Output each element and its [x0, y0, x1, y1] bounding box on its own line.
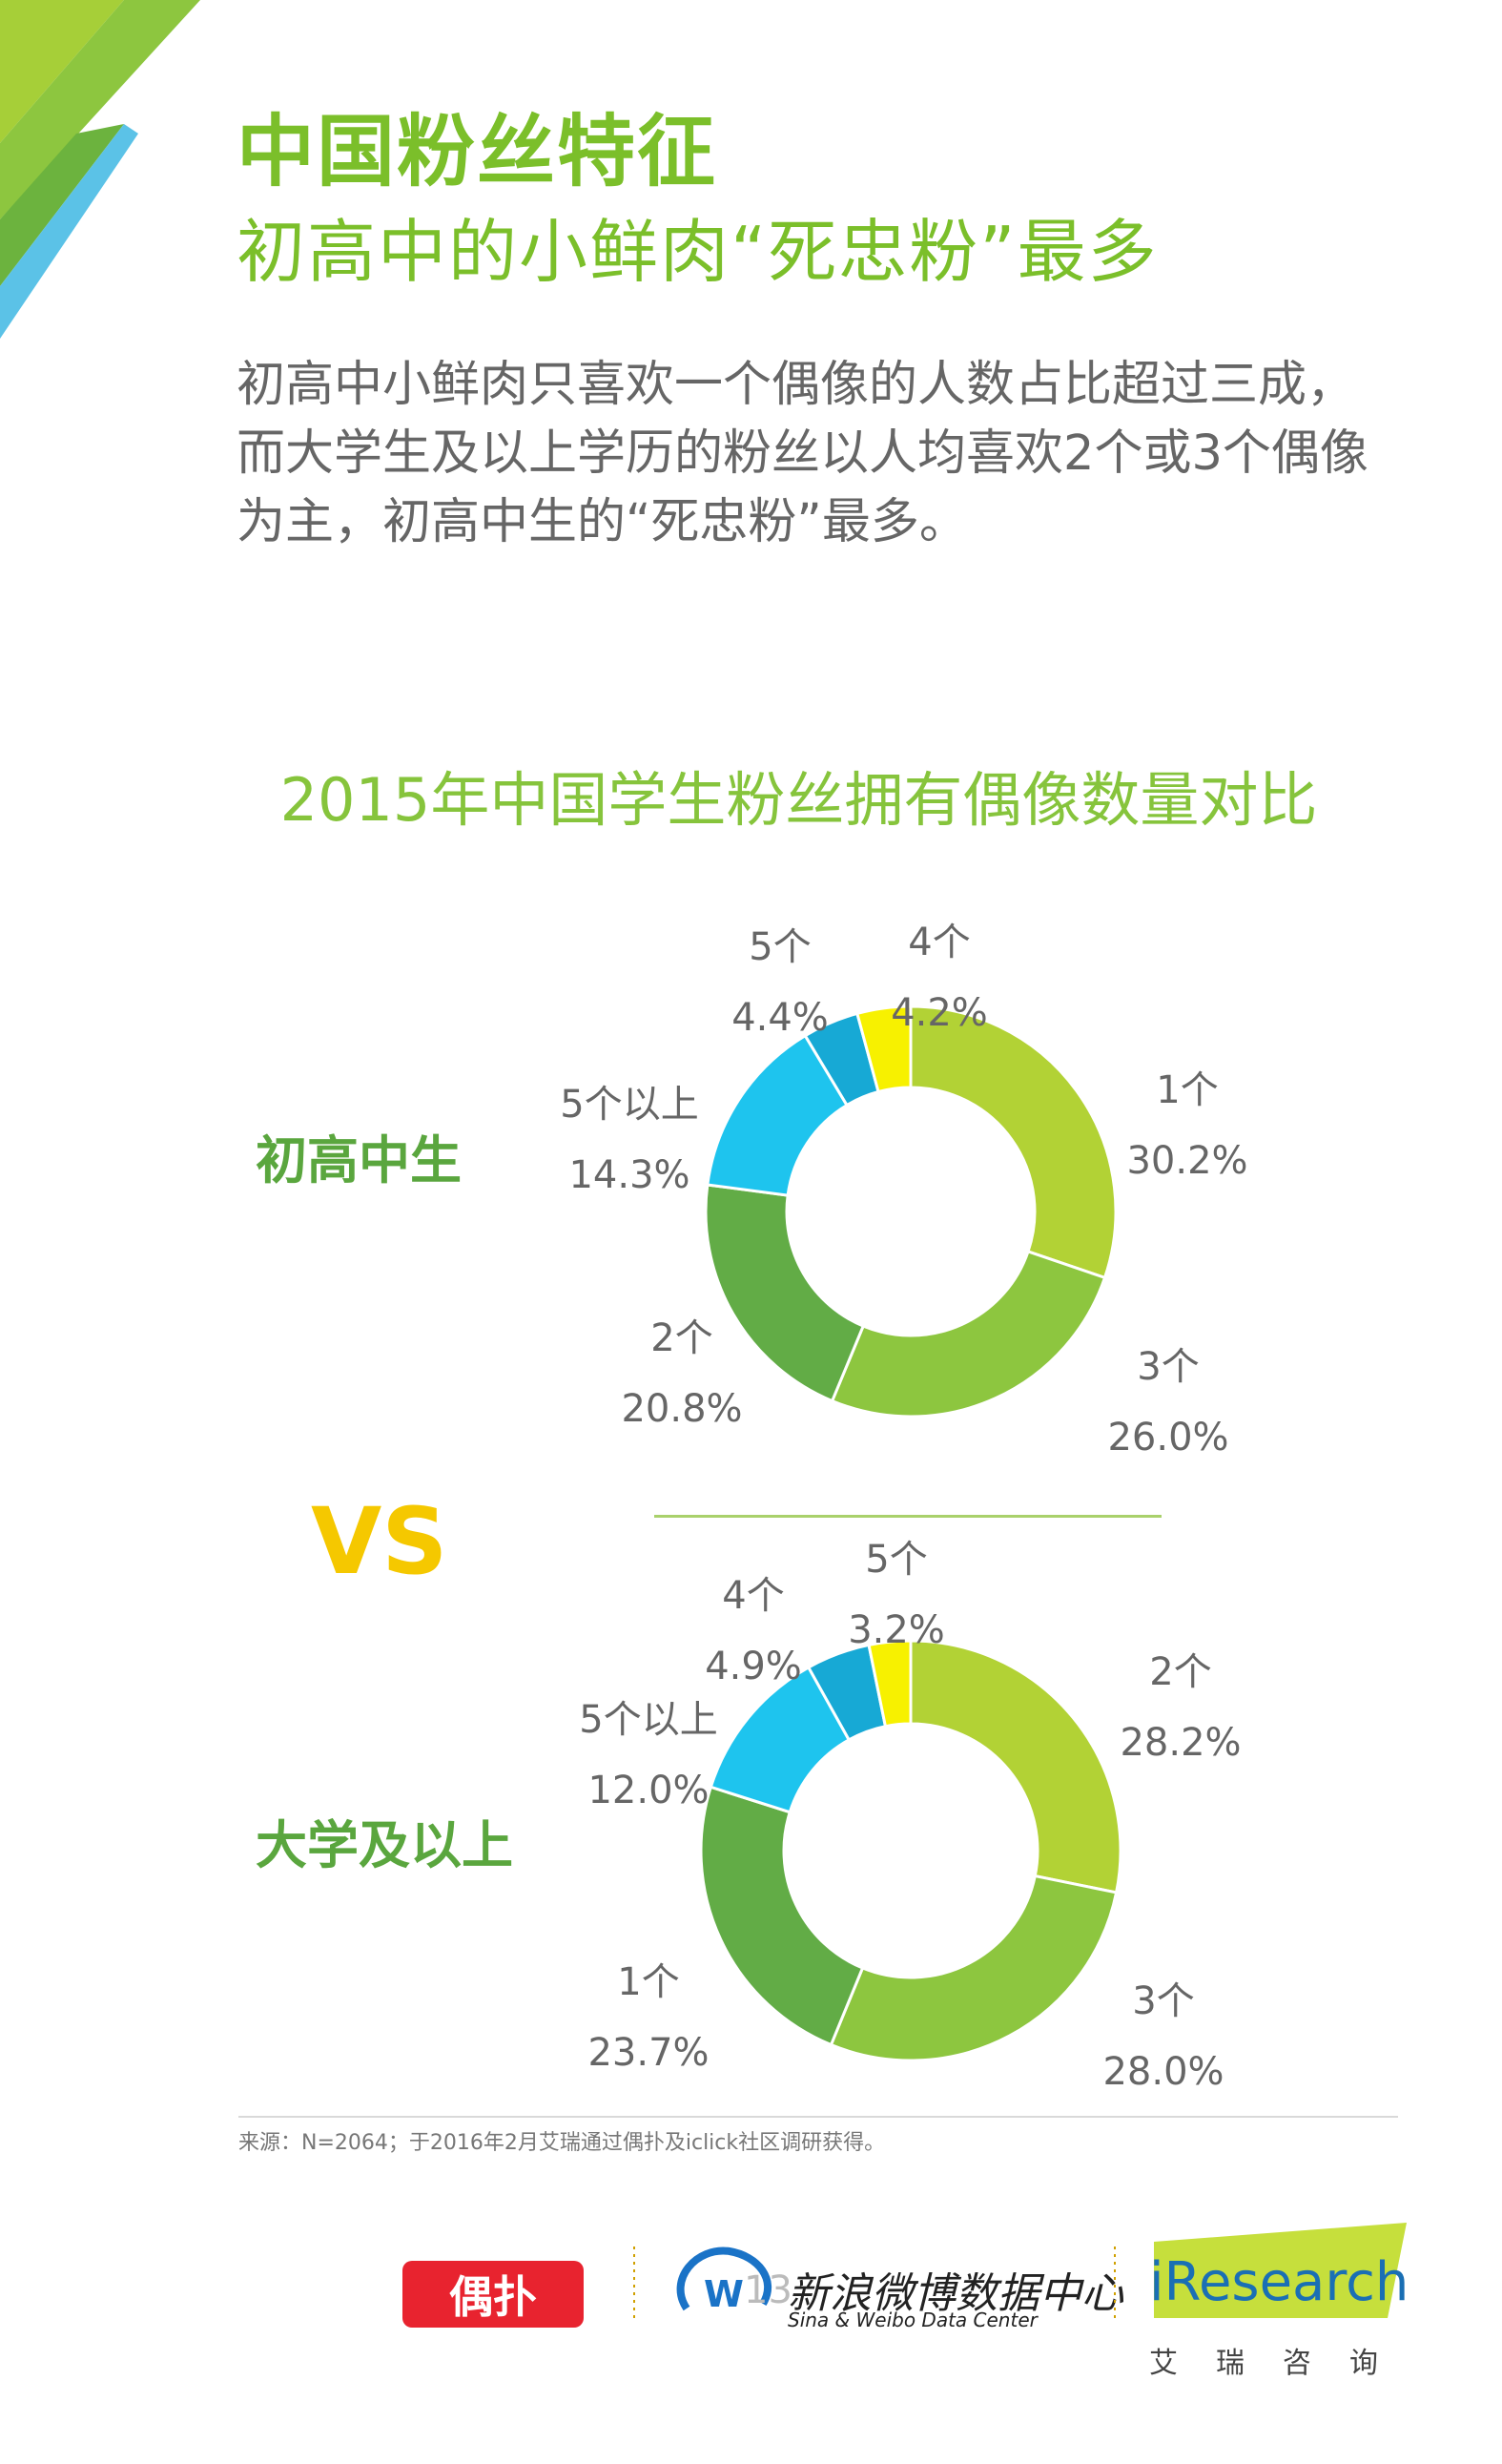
page-subtitle: 初高中的小鲜肉“死忠粉”最多 — [237, 212, 1159, 292]
iresearch-logo-shape — [1154, 2223, 1407, 2318]
slice-label-name: 5个以上 — [579, 1698, 718, 1742]
slice-label-value: 12.0% — [587, 1769, 710, 1812]
footer-divider-2 — [1114, 2247, 1116, 2323]
slice-label: 1个 30.2% — [1126, 1055, 1247, 1196]
weibo-data-center-name: 新浪微博数据中心 — [788, 2269, 1123, 2318]
donut-slice — [699, 1785, 865, 2047]
group-label-highschool: 初高中生 — [256, 1130, 462, 1191]
group-label-college: 大学及以上 — [256, 1815, 513, 1875]
slice-label-name: 3个 — [1137, 1345, 1200, 1389]
donut-slice — [909, 1004, 1118, 1280]
chart-separator — [654, 1515, 1162, 1518]
source-divider — [238, 2116, 1398, 2118]
iresearch-logo: iResearch — [1149, 2251, 1409, 2313]
source-note: 来源：N=2064；于2016年2月艾瑞通过偶扑及iclick社区调研获得。 — [238, 2131, 886, 2155]
donut-slice — [829, 1874, 1119, 2062]
slice-label-name: 4个 — [722, 1574, 785, 1618]
slice-label-value: 26.0% — [1107, 1416, 1229, 1460]
slice-label: 3个 28.0% — [1102, 1966, 1224, 2107]
slice-label: 4个 4.9% — [705, 1561, 802, 1702]
slice-label-name: 4个 — [908, 921, 971, 964]
weibo-data-center-name-en: Sina & Weibo Data Center — [788, 2309, 1038, 2331]
oupu-logo: 偶扑 — [402, 2261, 584, 2328]
vs-text: VS — [311, 1488, 448, 1595]
iresearch-cn-name: 艾瑞咨询 — [1149, 2347, 1416, 2380]
slice-label-value: 4.4% — [731, 996, 829, 1040]
donut-slice — [867, 1639, 913, 1729]
slice-label-name: 2个 — [1149, 1650, 1212, 1694]
slice-label-value: 4.9% — [705, 1645, 802, 1688]
page-title: 中国粉丝特征 — [237, 107, 718, 197]
slice-label-value: 30.2% — [1126, 1139, 1248, 1183]
slice-label-value: 3.2% — [848, 1608, 945, 1652]
slice-label-name: 5个以上 — [560, 1083, 699, 1127]
donut-slice — [704, 1183, 866, 1403]
footer-divider — [633, 2247, 635, 2323]
intro-paragraph: 初高中小鲜肉只喜欢一个偶像的人数占比超过三成，而大学生及以上学历的粉丝以人均喜欢… — [237, 357, 1368, 550]
slice-label-value: 20.8% — [621, 1387, 743, 1431]
slice-label: 5个以上 12.0% — [579, 1685, 717, 1826]
donut-slice — [830, 1250, 1107, 1418]
slice-label-value: 28.0% — [1102, 2050, 1224, 2094]
slice-label: 5个 4.4% — [731, 912, 829, 1053]
slice-label-name: 5个 — [865, 1538, 928, 1582]
slice-label-name: 1个 — [1156, 1068, 1219, 1112]
corner-decoration — [0, 0, 200, 339]
slice-label-value: 23.7% — [587, 2031, 710, 2075]
slice-label: 5个以上 14.3% — [560, 1069, 698, 1211]
slice-label-value: 14.3% — [568, 1153, 690, 1197]
slice-label: 2个 28.2% — [1120, 1637, 1241, 1778]
svg-text:W: W — [704, 2273, 744, 2315]
slice-label-name: 5个 — [749, 925, 812, 969]
slice-label: 5个 3.2% — [848, 1524, 945, 1666]
donut-slice — [909, 1639, 1122, 1895]
chart-title: 2015年中国学生粉丝拥有偶像数量对比 — [279, 765, 1318, 835]
slice-label-name: 3个 — [1132, 1979, 1195, 2023]
slice-label-value: 4.2% — [891, 991, 988, 1035]
slice-label: 2个 20.8% — [621, 1303, 742, 1444]
page-number: 13 — [744, 2268, 792, 2312]
slice-label: 3个 26.0% — [1107, 1332, 1228, 1473]
slice-label-value: 28.2% — [1120, 1721, 1242, 1765]
slice-label: 1个 23.7% — [587, 1947, 709, 2088]
slice-label-name: 2个 — [650, 1316, 713, 1360]
slice-label: 4个 4.2% — [891, 907, 988, 1048]
donut-slice — [855, 1004, 913, 1094]
weibo-logo-icon: W — [676, 2247, 772, 2315]
slice-label-name: 1个 — [617, 1960, 680, 2004]
